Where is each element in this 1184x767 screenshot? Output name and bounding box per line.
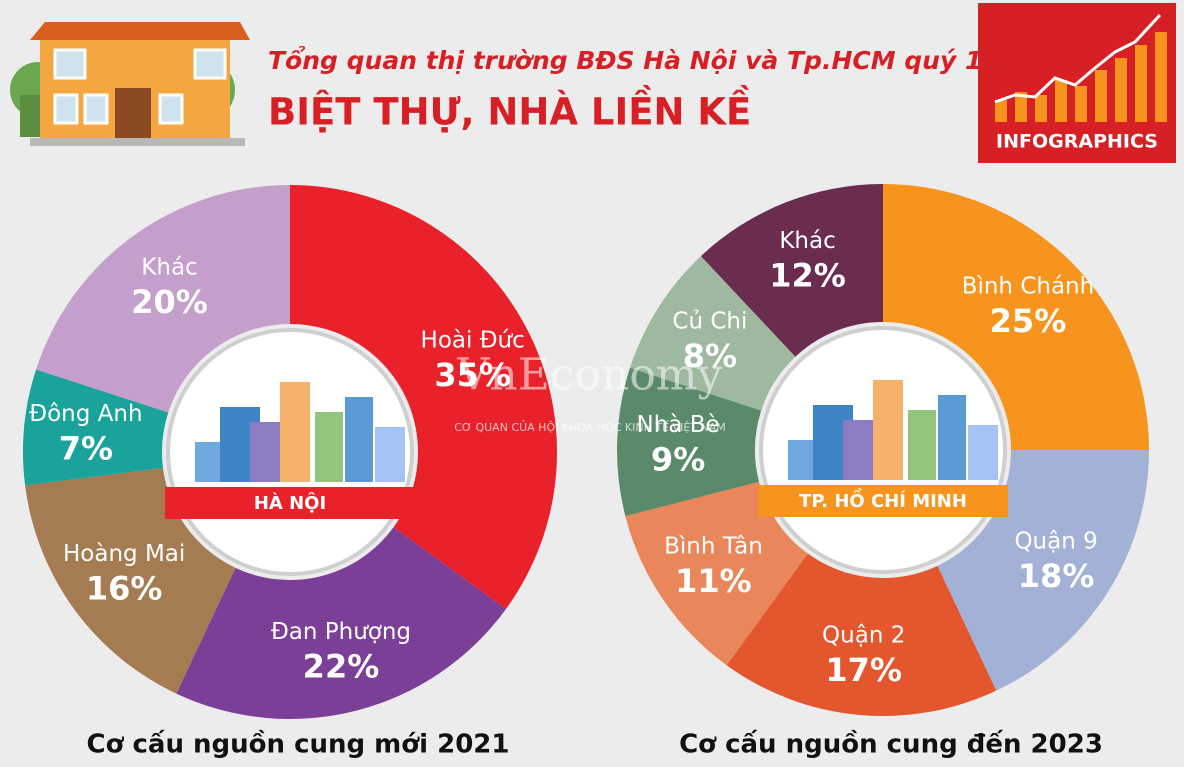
slice-value-label: 20% [131,283,208,321]
slice-value-label: 7% [59,430,113,468]
donut-slice [630,256,796,411]
slice-value-label: 25% [990,302,1067,340]
donut-slice [700,184,883,357]
slice-value-label: 9% [651,441,705,479]
donut-slice [937,450,1149,691]
center-band [165,487,415,519]
house-illustration [10,22,250,146]
infographics-badge: INFOGRAPHICS [978,3,1176,163]
watermark-subtitle: CƠ QUAN CỦA HỘI KHOA HỌC KINH TẾ VIỆT NA… [454,420,725,434]
slice-value-label: 17% [825,651,902,689]
slice-name: Đông Anh [29,401,142,427]
donut-slice [726,553,997,716]
chart-title: Cơ cấu nguồn cung đến 2023 [679,729,1103,760]
skyline-building [375,427,405,482]
donut-slice [625,481,808,666]
slice-name: Bình Tân [664,534,763,560]
center-band [758,485,1008,517]
skyline-building [873,380,903,480]
donut-slice [23,369,169,486]
slice-name: Quận 2 [822,623,905,649]
header-subtitle: BIỆT THỰ, NHÀ LIỀN KỀ [268,85,751,134]
slice-name: Quận 9 [1014,528,1097,554]
skyline-building [345,397,373,482]
skyline-building [280,382,310,482]
chart-title: Cơ cấu nguồn cung mới 2021 [87,729,510,760]
slice-name: Đan Phượng [271,619,411,645]
donut-slice [883,184,1149,450]
donut-slice [617,367,762,517]
slice-value-label: 12% [769,256,846,294]
skyline-building [315,412,343,482]
center-label: TP. HỒ CHÍ MINH [799,488,967,512]
skyline-building [938,395,966,480]
donut-slice [36,185,291,413]
header-title: Tổng quan thị trường BĐS Hà Nội và Tp.HC… [268,45,1061,75]
slice-name: Bình Chánh [962,274,1095,300]
slice-value-label: 35% [434,356,511,394]
slice-value-label: 11% [675,562,752,600]
slice-name: Nhà Bè [637,412,720,438]
slice-name: Khác [779,228,835,254]
slice-value-label: 22% [303,648,380,686]
slice-name: Hoàng Mai [63,541,185,567]
skyline-building [250,422,280,482]
slice-value-label: 16% [86,569,163,607]
watermark: VnEconomy [457,350,723,401]
slice-name: Hoài Đức [421,327,525,353]
donut-slice [176,527,507,719]
skyline-building [843,420,873,480]
slice-name: Củ Chi [672,309,747,335]
donut-slice [290,185,557,609]
slice-value-label: 8% [683,337,737,375]
skyline-building [908,410,936,480]
slice-name: Khác [141,255,197,281]
badge-text: INFOGRAPHICS [996,131,1158,153]
donut-slice [25,468,236,694]
slice-value-label: 18% [1018,557,1095,595]
skyline-building [968,425,998,480]
center-label: HÀ NỘI [254,492,326,514]
